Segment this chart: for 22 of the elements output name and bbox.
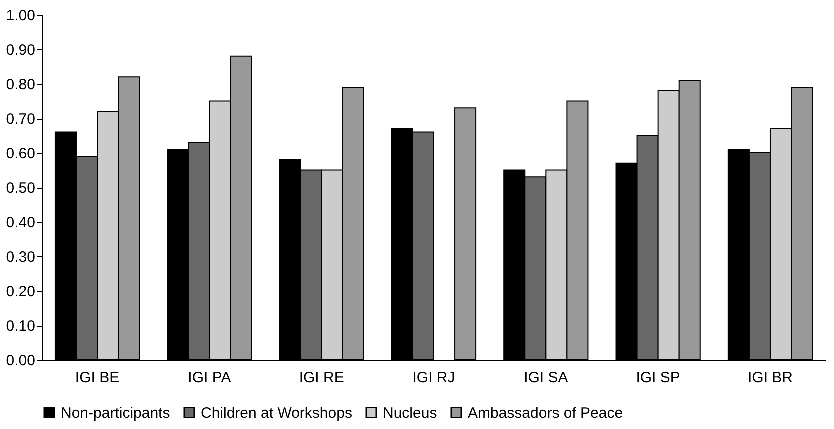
- y-tick-label: 0.40: [6, 214, 36, 232]
- x-tick-label: IGI BE: [75, 370, 120, 386]
- x-tick-label: IGI SA: [524, 370, 568, 386]
- y-tick-label: 0.10: [6, 318, 36, 335]
- legend-label: Non-participants: [61, 404, 170, 422]
- y-tick-label: 0.70: [6, 111, 36, 128]
- y-tick-label: 0.60: [6, 146, 36, 162]
- legend-label: Children at Workshops: [201, 404, 352, 422]
- x-tick-label: IGI BR: [748, 370, 794, 386]
- y-tick-label: 0.00: [6, 352, 36, 370]
- y-tick-label: 0.90: [6, 42, 36, 59]
- x-tick-label: IGI RJ: [412, 370, 456, 386]
- x-tick-label: IGI SP: [636, 370, 680, 386]
- y-tick-label: 1.00: [6, 8, 36, 24]
- x-tick-label: IGI RE: [299, 370, 344, 386]
- legend-label: Ambassadors of Peace: [468, 404, 624, 422]
- y-tick-label: 0.20: [6, 284, 36, 300]
- y-tick-label: 0.30: [6, 249, 36, 266]
- x-tick-label: IGI PA: [188, 370, 232, 386]
- legend-label: Nucleus: [383, 404, 438, 422]
- y-tick-label: 0.80: [6, 76, 36, 94]
- y-tick-label: 0.50: [6, 180, 36, 197]
